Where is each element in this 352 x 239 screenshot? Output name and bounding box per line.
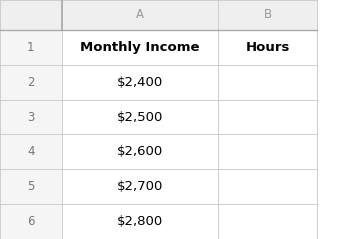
Bar <box>62 204 218 239</box>
Bar <box>62 134 218 169</box>
Text: $2,400: $2,400 <box>117 76 163 89</box>
Bar <box>0 169 62 204</box>
Text: Monthly Income: Monthly Income <box>80 41 200 54</box>
Text: 4: 4 <box>27 145 34 158</box>
Bar <box>62 100 218 135</box>
Text: $2,600: $2,600 <box>117 145 163 158</box>
Bar <box>218 169 317 204</box>
Bar <box>62 65 218 100</box>
Text: 2: 2 <box>27 76 34 89</box>
Text: $2,500: $2,500 <box>117 110 163 124</box>
Text: Hours: Hours <box>245 41 290 54</box>
Bar <box>0 204 62 239</box>
Bar <box>0 0 317 30</box>
Text: 6: 6 <box>27 215 34 228</box>
Text: B: B <box>263 8 272 22</box>
Text: 3: 3 <box>27 110 34 124</box>
Text: 5: 5 <box>27 180 34 193</box>
Bar <box>62 169 218 204</box>
Text: 1: 1 <box>27 41 34 54</box>
Text: $2,800: $2,800 <box>117 215 163 228</box>
Bar <box>62 30 218 65</box>
Bar <box>0 134 62 169</box>
Bar <box>218 100 317 135</box>
Text: $2,700: $2,700 <box>117 180 163 193</box>
Bar <box>218 134 317 169</box>
Bar <box>218 204 317 239</box>
Bar <box>0 65 62 100</box>
Bar <box>218 65 317 100</box>
Bar <box>0 30 62 65</box>
Bar <box>0 100 62 135</box>
Bar <box>218 30 317 65</box>
Text: A: A <box>136 8 144 22</box>
